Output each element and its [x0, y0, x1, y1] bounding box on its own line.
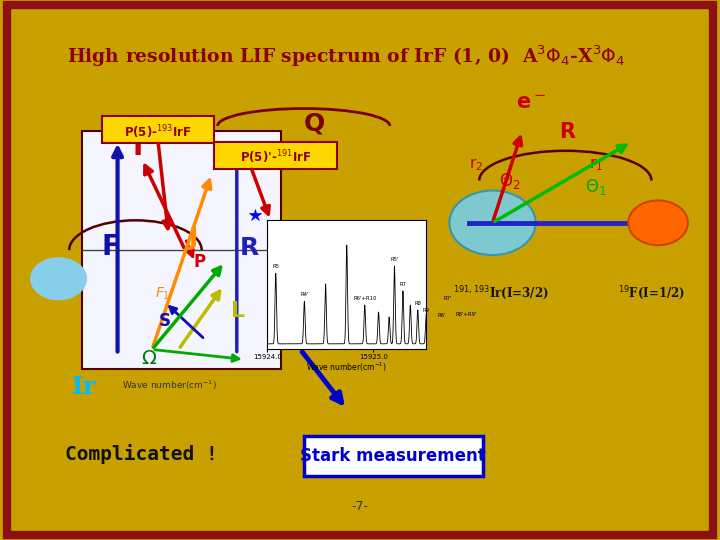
- Text: $^{19}$F(I=1/2): $^{19}$F(I=1/2): [618, 285, 685, 302]
- Text: P(5)-$^{193}$IrF: P(5)-$^{193}$IrF: [124, 123, 192, 141]
- Text: R4': R4': [300, 292, 309, 297]
- Text: R6': R6': [438, 313, 446, 319]
- Text: R7': R7': [444, 296, 451, 301]
- Text: F: F: [299, 309, 306, 323]
- Text: Ir: Ir: [72, 375, 96, 399]
- FancyBboxPatch shape: [215, 142, 337, 169]
- Text: -7-: -7-: [351, 501, 369, 514]
- Circle shape: [449, 191, 536, 255]
- Text: P: P: [193, 253, 205, 271]
- X-axis label: Wave number(cm$^{-1}$): Wave number(cm$^{-1}$): [307, 361, 387, 374]
- FancyBboxPatch shape: [82, 131, 281, 369]
- Text: e$^-$: e$^-$: [516, 92, 546, 112]
- Text: R: R: [559, 123, 575, 143]
- Text: $\Theta_2$: $\Theta_2$: [499, 171, 521, 191]
- FancyBboxPatch shape: [102, 116, 215, 143]
- Text: $\Theta_1$: $\Theta_1$: [585, 177, 607, 197]
- Text: $\Omega$: $\Omega$: [141, 349, 158, 368]
- Text: R9: R9: [423, 308, 430, 313]
- Text: Wave number(cm$^{-1}$): Wave number(cm$^{-1}$): [122, 379, 217, 392]
- Text: High resolution LIF spectrum of IrF (1, 0)  A$^3\Phi_4$-X$^3\Phi_4$: High resolution LIF spectrum of IrF (1, …: [68, 44, 626, 70]
- Text: r$_2$: r$_2$: [469, 156, 483, 173]
- Text: r$_1$: r$_1$: [588, 156, 603, 173]
- Text: R8: R8: [414, 301, 421, 306]
- Text: R7: R7: [400, 282, 406, 287]
- Text: Q: Q: [304, 112, 325, 136]
- Text: J: J: [189, 226, 198, 251]
- Text: Stark measurement: Stark measurement: [300, 447, 486, 465]
- Text: P(5)'-$^{191}$IrF: P(5)'-$^{191}$IrF: [240, 148, 311, 166]
- Text: Complicated !: Complicated !: [65, 444, 217, 464]
- Text: R6'+R10: R6'+R10: [353, 296, 377, 301]
- Circle shape: [31, 258, 86, 300]
- Text: S: S: [158, 313, 171, 330]
- Circle shape: [629, 200, 688, 245]
- Circle shape: [279, 273, 329, 311]
- Text: L: L: [232, 301, 246, 321]
- Text: R: R: [240, 236, 259, 260]
- Text: R5': R5': [390, 257, 399, 262]
- Text: I: I: [132, 133, 143, 161]
- Text: $^{191, 193}$Ir(I=3/2): $^{191, 193}$Ir(I=3/2): [453, 285, 549, 302]
- Text: $F_1$: $F_1$: [156, 286, 171, 302]
- Text: R8'+R9': R8'+R9': [456, 312, 477, 317]
- FancyBboxPatch shape: [304, 436, 482, 476]
- Text: F: F: [101, 233, 120, 261]
- Text: R5: R5: [272, 264, 279, 269]
